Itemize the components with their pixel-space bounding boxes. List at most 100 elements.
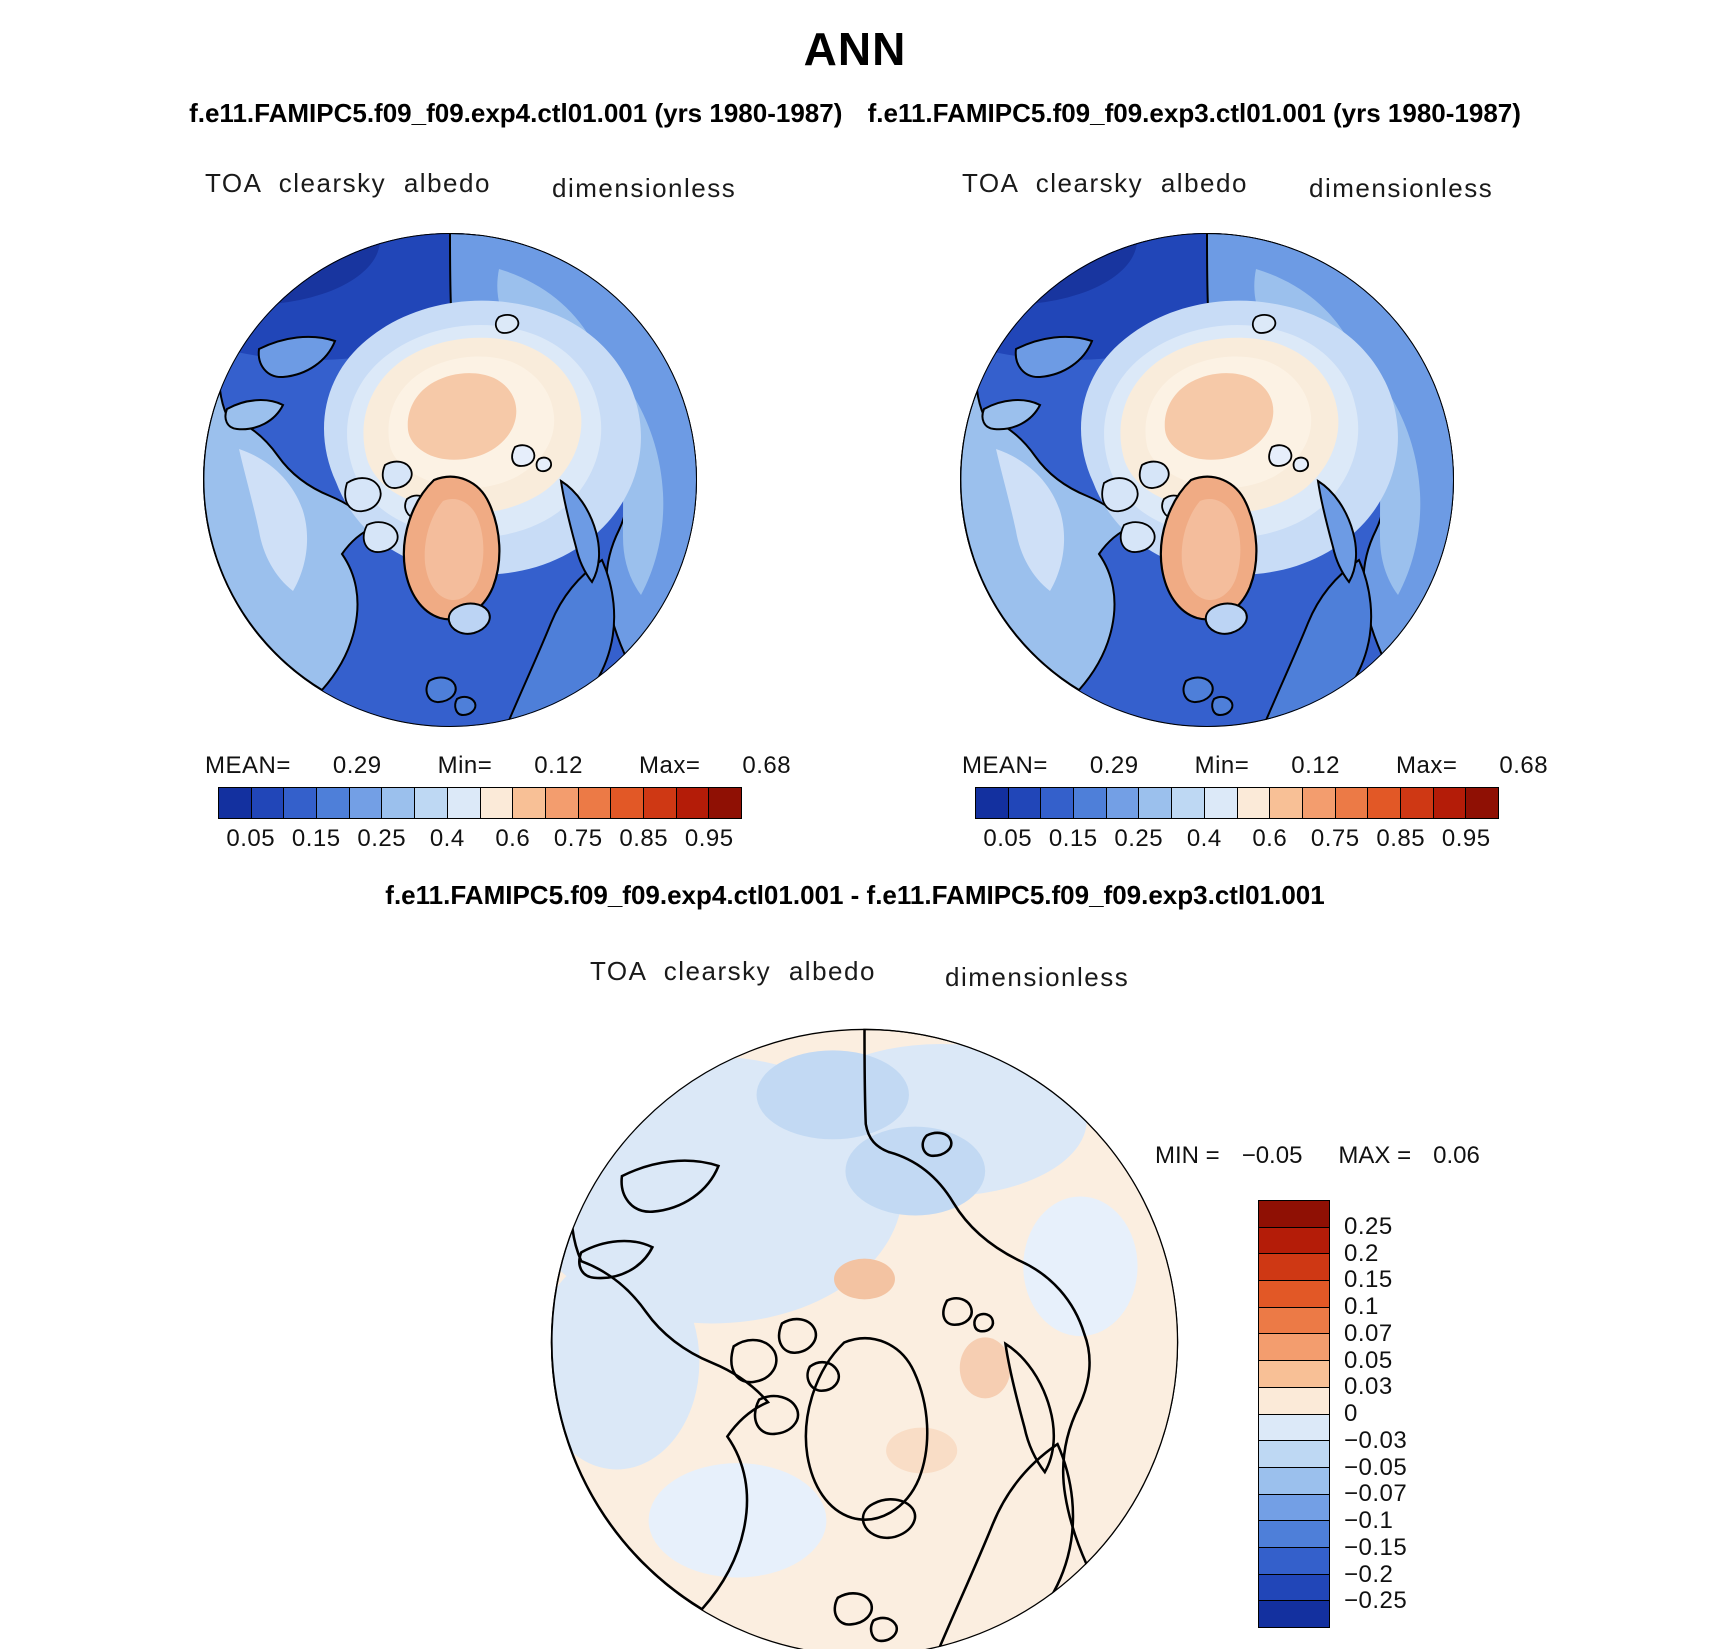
colorbar-segment (1368, 788, 1401, 818)
colorbar-segment (1106, 788, 1140, 818)
polar-map-exp3 (957, 230, 1457, 730)
colorbar-tick-label: 0.75 (1310, 825, 1360, 852)
colorbar-segment (1259, 1361, 1329, 1388)
min-label: Min= (437, 752, 493, 779)
colorbar-segment (251, 788, 285, 818)
colorbar-segment (1008, 788, 1042, 818)
colorbar-segment (1259, 1307, 1329, 1335)
colorbar-segment (1259, 1547, 1329, 1575)
colorbar-segment (1466, 788, 1498, 818)
polar-map-exp4 (200, 230, 700, 730)
colorbar-segment (1259, 1601, 1329, 1627)
colorbar-segment (1259, 1387, 1329, 1415)
field-label: TOA clearsky albedo (205, 168, 491, 198)
panel-exp3: TOA clearsky albedo dimensionless MEAN= 0… (957, 160, 1548, 860)
mean-label: MEAN= (205, 752, 291, 779)
mean-value: 0.29 (332, 752, 382, 779)
colorbar-segment (1139, 788, 1173, 818)
polar-map-difference-svg (547, 1025, 1182, 1649)
colorbar-tick-label: 0.95 (1441, 825, 1491, 852)
colorbar-tick-label: 0.75 (553, 825, 603, 852)
colorbar-boundary-label: 0 (1344, 1400, 1358, 1427)
colorbar-tick-label: 0.6 (495, 825, 531, 852)
colorbar-segment (1259, 1574, 1329, 1602)
colorbar-segment (1259, 1227, 1329, 1255)
max-value: 0.68 (742, 752, 792, 779)
colorbar-segment (1259, 1521, 1329, 1548)
colorbar-segment (611, 788, 644, 818)
colorbar-segment (1270, 788, 1303, 818)
min-value: −0.05 (1241, 1142, 1303, 1169)
albedo-colorbar (975, 787, 1499, 819)
case-titles: f.e11.FAMIPC5.f09_f09.exp4.ctl01.001 (yr… (0, 98, 1710, 129)
colorbar-tick-label: 0.25 (357, 825, 407, 852)
polar-map-difference (547, 1025, 1182, 1649)
colorbar-boundary-label: −0.15 (1344, 1533, 1408, 1561)
colorbar-tick-label: 0.85 (619, 825, 669, 852)
colorbar-segment (415, 788, 448, 818)
colorbar-segment (976, 788, 1009, 818)
polar-map-exp4-svg (203, 233, 697, 727)
colorbar-boundary-label: 0.07 (1344, 1319, 1393, 1347)
max-label: Max= (1395, 752, 1458, 779)
colorbar-segment (578, 788, 612, 818)
colorbar-segment (1259, 1254, 1329, 1282)
colorbar-boundary-label: 0.25 (1344, 1212, 1393, 1240)
mean-value: 0.29 (1089, 752, 1139, 779)
units-label: dimensionless (552, 173, 737, 203)
colorbar-segment (447, 788, 481, 818)
map-boundary-circle (203, 233, 697, 727)
colorbar-segment (545, 788, 579, 818)
colorbar-segment (317, 788, 350, 818)
field-label: TOA clearsky albedo (590, 956, 876, 986)
colorbar-tick-label: 0.05 (226, 825, 276, 852)
max-label: Max= (638, 752, 701, 779)
albedo-colorbar-ticks: 0.05 0.15 0.25 0.4 0.6 0.75 0.85 0.95 (975, 825, 1499, 855)
colorbar-segment (1302, 788, 1336, 818)
colorbar-tick-label: 0.05 (983, 825, 1033, 852)
min-label: Min= (1194, 752, 1250, 779)
colorbar-segment (513, 788, 546, 818)
colorbar-tick-label: 0.4 (1186, 825, 1222, 852)
min-value: 0.12 (1291, 752, 1340, 779)
max-value: 0.68 (1499, 752, 1549, 779)
case-title-left: f.e11.FAMIPC5.f09_f09.exp4.ctl01.001 (yr… (189, 98, 843, 128)
colorbar-boundary-label: 0.2 (1344, 1239, 1379, 1267)
colorbar-segment (349, 788, 383, 818)
colorbar-segment (1259, 1414, 1329, 1442)
map-boundary-circle (550, 1028, 1179, 1649)
colorbar-tick-label: 0.95 (684, 825, 734, 852)
map-boundary-circle (960, 233, 1454, 727)
colorbar-segment (219, 788, 252, 818)
units-label: dimensionless (1309, 173, 1494, 203)
colorbar-segment (382, 788, 416, 818)
difference-title: f.e11.FAMIPC5.f09_f09.exp4.ctl01.001 - f… (385, 880, 1325, 910)
colorbar-boundary-label: −0.07 (1344, 1480, 1408, 1508)
colorbar-segment (1400, 788, 1434, 818)
panel-exp4-labels: TOA clearsky albedo dimensionless (200, 168, 745, 203)
diff-colorbar-labels: 0.25 0.2 0.15 0.1 0.07 0.05 0.03 0 −0.03 −0.05 −0.… (1344, 1200, 1474, 1628)
min-value: 0.12 (534, 752, 583, 779)
colorbar-segment (1433, 788, 1467, 818)
diff-colorbar (1258, 1200, 1330, 1628)
colorbar-segment (1259, 1467, 1329, 1495)
colorbar-segment (480, 788, 514, 818)
polar-map-exp3-svg (960, 233, 1454, 727)
colorbar-tick-label: 0.6 (1252, 825, 1288, 852)
panel-exp4: TOA clearsky albedo dimensionless MEAN= 0… (200, 160, 791, 860)
colorbar-segment (1259, 1334, 1329, 1362)
colorbar-segment (1041, 788, 1075, 818)
colorbar-boundary-label: −0.05 (1344, 1453, 1408, 1481)
colorbar-segment (1074, 788, 1107, 818)
units-label: dimensionless (945, 962, 1130, 992)
field-label: TOA clearsky albedo (962, 168, 1248, 198)
colorbar-segment (643, 788, 677, 818)
colorbar-segment (1335, 788, 1369, 818)
colorbar-segment (1172, 788, 1205, 818)
max-value: 0.06 (1433, 1142, 1480, 1169)
diff-panel-labels: TOA clearsky albedo dimensionless (545, 956, 1205, 992)
colorbar-boundary-label: −0.03 (1344, 1426, 1408, 1454)
min-label: MIN = (1155, 1142, 1220, 1169)
colorbar-boundary-label: −0.1 (1344, 1507, 1394, 1534)
